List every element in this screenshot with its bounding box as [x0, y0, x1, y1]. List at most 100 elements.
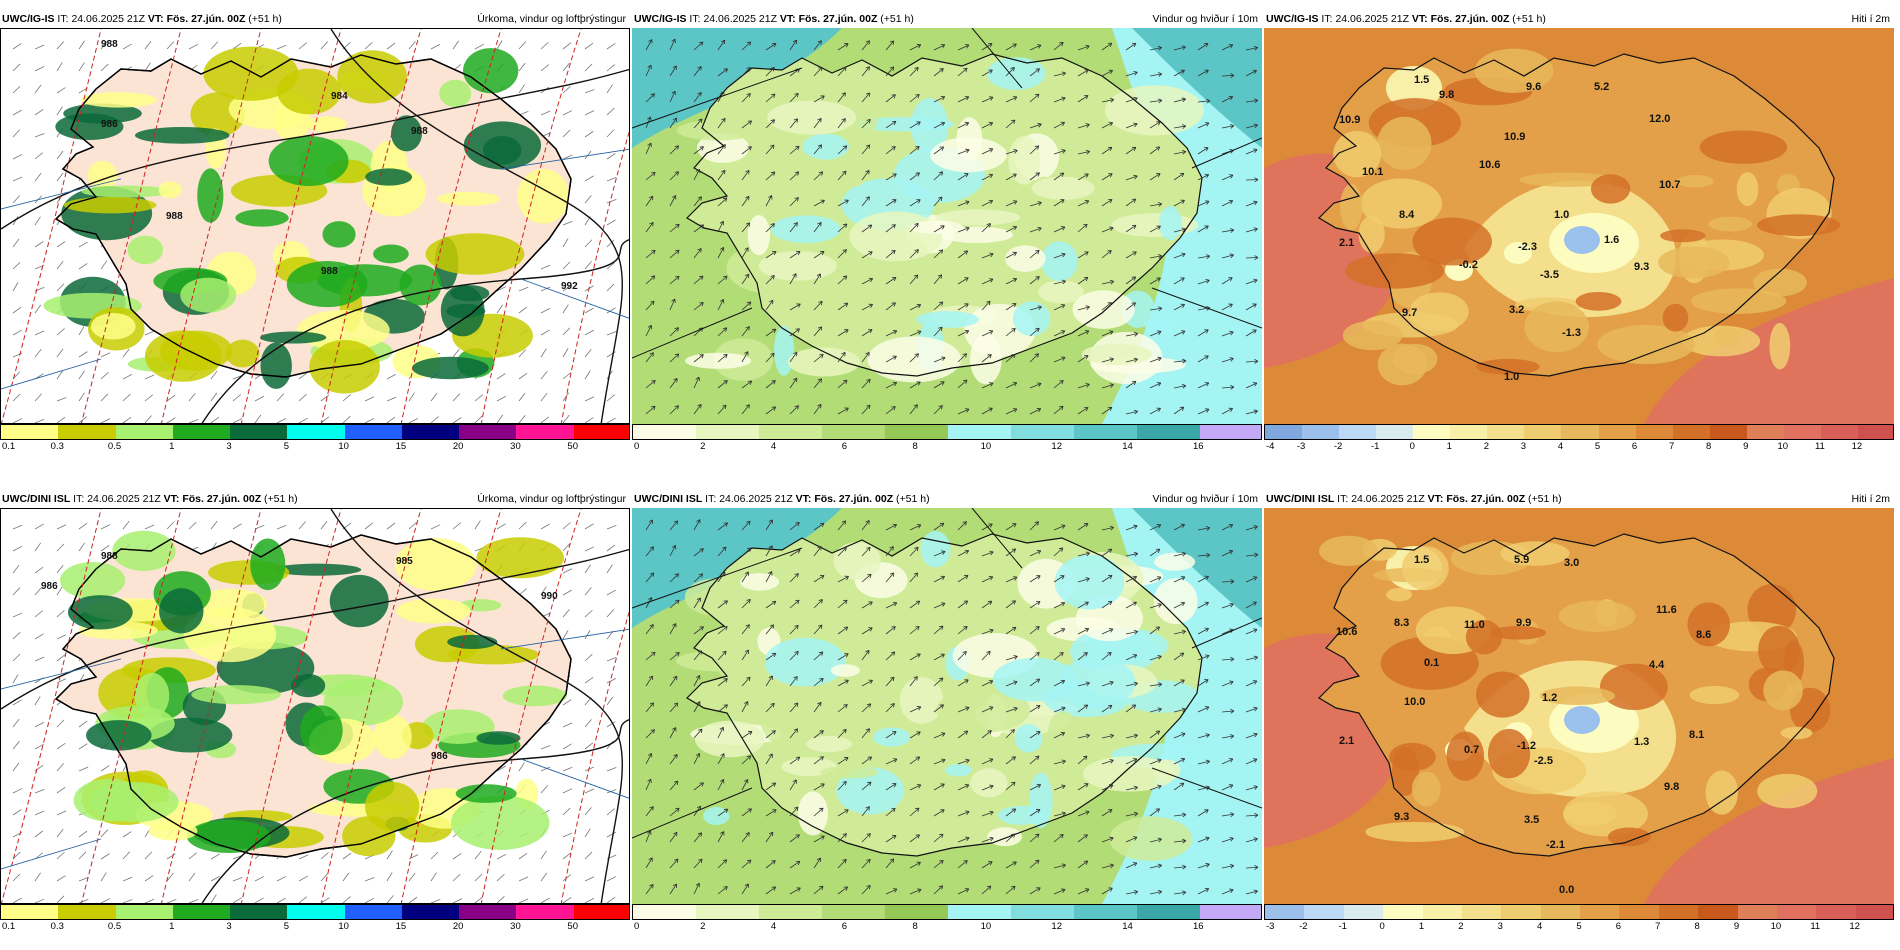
- colorbar-segment: [948, 425, 1012, 439]
- temp-label: 1.5: [1414, 554, 1429, 566]
- colorbar-segment: [172, 905, 232, 919]
- colorbar-tick-label: 8: [1706, 441, 1712, 452]
- colorbar-segment: [1, 425, 60, 439]
- colorbar-segment: [1635, 425, 1674, 439]
- colorbar-segment: [1422, 905, 1463, 919]
- colorbar-segment: [172, 425, 232, 439]
- isobar-label: 984: [331, 91, 348, 102]
- colorbar: [1264, 904, 1894, 920]
- colorbar-segment: [1413, 425, 1452, 439]
- colorbar-tick-label: 15: [395, 441, 407, 452]
- colorbar-tick-label: 30: [510, 441, 521, 452]
- panel-title: Vindur og hviður í 10m: [1152, 493, 1258, 505]
- colorbar-segment: [1598, 425, 1637, 439]
- colorbar-tick-label: -2: [1299, 921, 1308, 932]
- colorbar-segment: [1698, 905, 1739, 919]
- colorbar-tick-label: 10: [980, 441, 992, 452]
- colorbar-segment: [1816, 905, 1857, 919]
- colorbar-tick-label: 4: [770, 921, 777, 932]
- colorbar-tick-label: 10: [1777, 441, 1789, 452]
- temp-label: 9.7: [1402, 307, 1417, 319]
- temp-label: 9.3: [1394, 811, 1409, 823]
- temp-label: -0.2: [1459, 259, 1478, 271]
- colorbar-tick-label: 8: [912, 921, 918, 932]
- temp-label: 5.9: [1514, 554, 1529, 566]
- panel-header: UWC/DINI ISL IT: 24.06.2025 21Z VT: Fös.…: [1264, 490, 1894, 508]
- colorbar-tick-label: 3: [226, 441, 232, 452]
- colorbar-segment: [115, 425, 174, 439]
- colorbar-segment: [633, 425, 697, 439]
- colorbar-tick-label: 0.1: [2, 441, 16, 452]
- colorbar-segment: [1501, 905, 1542, 919]
- lead-time: (+51 h): [264, 493, 298, 505]
- colorbar-segment: [1011, 905, 1075, 919]
- colorbar-tick-label: 30: [510, 921, 521, 932]
- isobar-label: 988: [411, 126, 428, 137]
- map-svg: 1.5 5.9 3.0 10.6 8.3 11.0 9.9 11.6 0.1 8.6 10.0 4.4…: [1264, 508, 1894, 904]
- colorbar-segment: [115, 905, 174, 919]
- temp-label: 3.2: [1509, 304, 1524, 316]
- colorbar-tick-label: 12: [1851, 441, 1863, 452]
- temp-label: 10.7: [1659, 179, 1680, 191]
- colorbar-tick-label: -3: [1296, 441, 1306, 452]
- colorbar-segment: [1450, 425, 1489, 439]
- colorbar-ticks: -3 -2 -1 0 1 2 3 4 5 6 7 8 9 10 11 12: [1264, 921, 1894, 935]
- vt-label: VT:: [1427, 493, 1444, 505]
- colorbar-tick-label: 10: [338, 441, 349, 452]
- colorbar-segment: [1265, 425, 1304, 439]
- temp-label: 10.1: [1362, 166, 1383, 178]
- lead-time: (+51 h): [1512, 13, 1546, 25]
- colorbar-ticks: 0.1 0.3 0.5 1 3 5 10 15 20 30 50: [0, 921, 630, 935]
- colorbar-segment: [1672, 425, 1711, 439]
- it-label: IT:: [1337, 493, 1349, 505]
- temp-label: -2.3: [1518, 241, 1537, 253]
- colorbar-segment: [1343, 905, 1385, 919]
- colorbar-segment: [516, 905, 575, 919]
- map-svg: 1.5 10.9 9.8 9.6 5.2 12.0 10.1 10.6 10.9 10.7 1.0 8…: [1264, 28, 1894, 424]
- colorbar-segment: [1487, 425, 1526, 439]
- temp-label: 8.1: [1689, 729, 1704, 741]
- panel-title: Úrkoma, vindur og loftþrýstingur: [477, 493, 626, 505]
- colorbar-tick-label: -1: [1370, 441, 1380, 452]
- map-area: 1.5 5.9 3.0 10.6 8.3 11.0 9.9 11.6 0.1 8.6 10.0 4.4…: [1264, 508, 1894, 904]
- colorbar-tick-label: 4: [1557, 441, 1564, 452]
- it-value: 24.06.2025 21Z: [87, 493, 161, 505]
- colorbar-tick-label: 14: [1122, 441, 1133, 452]
- colorbar-tick-label: 12: [1051, 921, 1063, 932]
- temp-label: 9.3: [1634, 261, 1649, 273]
- colorbar-segment: [573, 425, 629, 439]
- model-name: UWC/DINI ISL: [2, 493, 71, 505]
- colorbar-tick-label: 10: [1770, 921, 1782, 932]
- colorbar-segment: [1855, 905, 1893, 919]
- colorbar-ticks: 0 2 4 6 8 10 12 14 16: [632, 441, 1262, 455]
- lead-time: (+51 h): [1528, 493, 1562, 505]
- model-name: UWC/IG-IS: [1266, 13, 1319, 25]
- colorbar-tick-label: 0: [1409, 441, 1415, 452]
- map-area: 1.5 10.9 9.8 9.6 5.2 12.0 10.1 10.6 10.9 10.7 1.0 8…: [1264, 28, 1894, 424]
- colorbar-segment: [696, 425, 760, 439]
- model-name: UWC/DINI ISL: [1266, 493, 1335, 505]
- colorbar-ticks: 0 2 4 6 8 10 12 14 16: [632, 921, 1262, 935]
- colorbar-segment: [1302, 425, 1341, 439]
- colorbar-tick-label: 2: [700, 441, 706, 452]
- temp-label: 10.6: [1479, 159, 1500, 171]
- it-label: IT:: [705, 493, 717, 505]
- colorbar-segment: [1304, 905, 1345, 919]
- temp-label: 12.0: [1649, 113, 1670, 125]
- colorbar-tick-label: 6: [841, 921, 848, 932]
- colorbar-tick-label: 1: [1446, 441, 1452, 452]
- colorbar-segment: [1074, 905, 1138, 919]
- vt-label: VT:: [1411, 13, 1428, 25]
- temp-label: 4.4: [1649, 659, 1665, 671]
- colorbar-tick-label: -4: [1266, 441, 1275, 452]
- colorbar-segment: [696, 905, 760, 919]
- colorbar-tick-label: 0.5: [107, 921, 122, 932]
- lead-time: (+51 h): [896, 493, 930, 505]
- colorbar-tick-label: 12: [1051, 441, 1063, 452]
- isobar-label: 988: [166, 211, 183, 222]
- map-svg: 985 986 988 990 986: [1, 509, 629, 903]
- colorbar-tick-label: 14: [1122, 921, 1133, 932]
- colorbar-tick-label: 7: [1655, 921, 1661, 932]
- temp-label: 1.5: [1414, 74, 1429, 86]
- colorbar-tick-label: 1: [1418, 921, 1425, 932]
